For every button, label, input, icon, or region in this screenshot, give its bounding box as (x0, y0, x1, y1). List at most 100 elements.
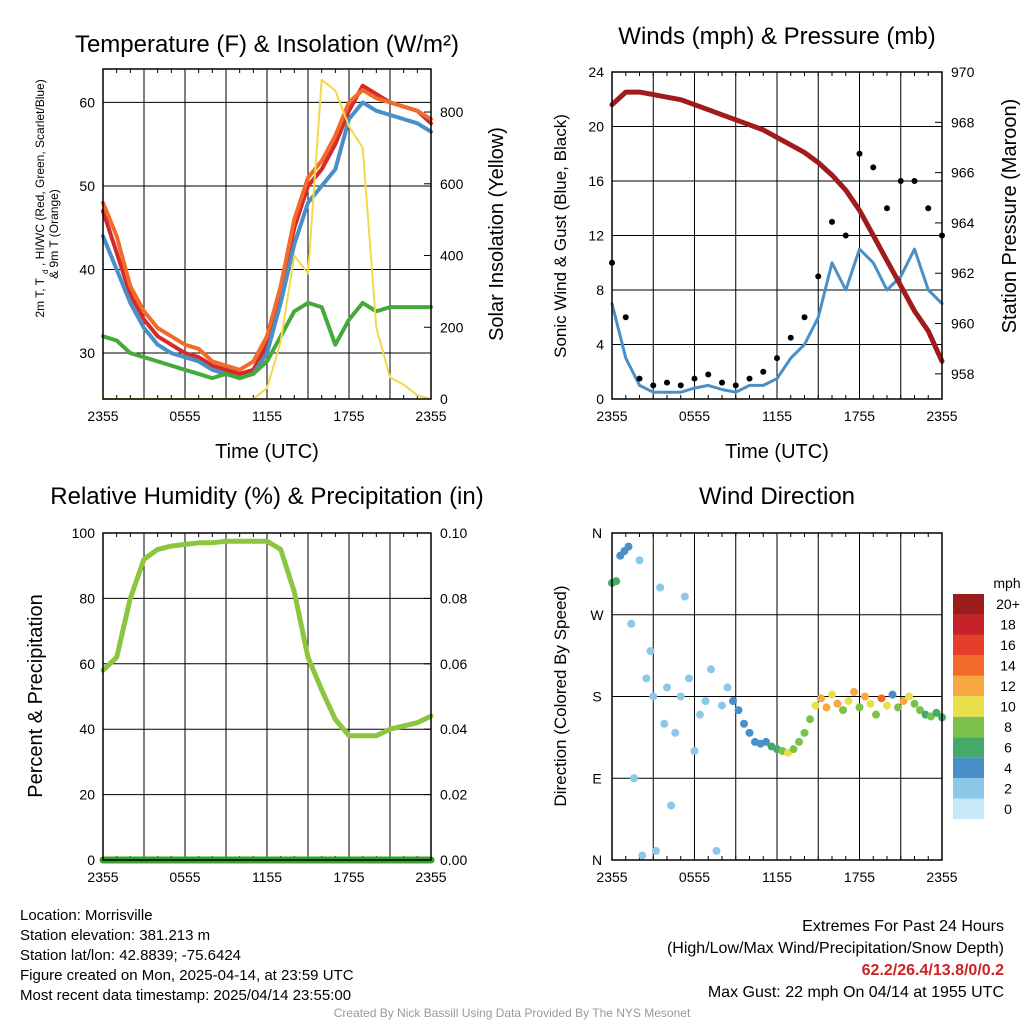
y-tick-label: 20 (79, 787, 95, 803)
direction-point (635, 556, 644, 565)
direction-point (701, 697, 710, 706)
legend-label: 12 (1000, 678, 1016, 694)
direction-point (800, 728, 809, 737)
legend-label: 10 (1000, 699, 1016, 715)
direction-point (866, 699, 875, 708)
legend-label: 4 (1004, 760, 1012, 776)
x-tick-label: 1155 (762, 408, 792, 424)
x-tick-label: 0555 (169, 408, 200, 424)
temperature-panel: Temperature (F) & Insolation (W/m²)2355 0… (33, 31, 508, 463)
plot-border (102, 68, 432, 400)
pressure-line (609, 89, 945, 364)
direction-point (811, 701, 820, 710)
gust-point (856, 150, 863, 157)
direction-point (624, 542, 633, 551)
y-tick-label: 100 (72, 525, 96, 541)
y-tick-label: 8 (596, 282, 604, 298)
y-tick-label: 16 (588, 173, 604, 189)
credit-text: Created By Nick Bassill Using Data Provi… (333, 1006, 691, 1020)
y2-tick-label: 0.06 (440, 656, 467, 672)
direction-point (660, 719, 669, 728)
direction-point (883, 701, 891, 710)
y-axis-label: Percent & Precipitation (25, 594, 47, 797)
temperature-line (101, 83, 433, 376)
direction-point (656, 583, 665, 592)
y2-tick-label: 958 (951, 366, 975, 382)
legend-label: 18 (1000, 617, 1016, 633)
gust-point (870, 164, 877, 171)
direction-point (850, 687, 858, 696)
y-tick-label: 80 (79, 590, 95, 606)
y-tick-label: 12 (588, 228, 604, 244)
gust-point (911, 178, 918, 184)
y-tick-label: 40 (79, 721, 95, 737)
y2-tick-label: 0.02 (440, 787, 467, 803)
winds-panel: Winds (mph) & Pressure (mb) 2355 0555 1155 1… (551, 23, 1021, 463)
extremes-values: 62.2/26.4/13.8/0/0.2 (861, 962, 1004, 979)
y-axis-label: Direction (Colored By Speed) (551, 585, 570, 806)
y-axis-label-sub: d (41, 270, 50, 274)
humidity-panel: Relative Humidity (%) & Precipitation (i… (25, 483, 484, 885)
gust-point (664, 379, 670, 386)
x-tick-label: 1155 (252, 408, 282, 424)
legend-swatch (953, 737, 984, 758)
direction-point (671, 728, 680, 737)
direction-point (663, 683, 671, 692)
direction-point (762, 737, 770, 746)
gust-point (829, 218, 835, 225)
station-info: Location: Morrisville Station elevation:… (20, 906, 354, 1006)
gust-point (650, 382, 657, 389)
direction-point (833, 699, 842, 708)
legend-label: 16 (1000, 637, 1016, 653)
direction-point (789, 745, 798, 754)
y-tick-label: 4 (596, 337, 604, 353)
gust-point (719, 379, 725, 386)
y2-tick-label: 968 (951, 114, 975, 130)
x-axis-label: Time (UTC) (725, 441, 829, 463)
direction-point (627, 619, 636, 628)
direction-point (877, 694, 886, 703)
direction-point (861, 692, 869, 701)
y2-tick-label: 0.00 (440, 852, 467, 868)
direction-point (795, 737, 803, 746)
x-tick-label: 1155 (762, 869, 792, 885)
gust-point (842, 232, 849, 239)
y-tick-label: N (592, 525, 602, 541)
y-tick-label: 60 (79, 94, 95, 110)
direction-point (676, 692, 685, 701)
x-tick-label: 0555 (679, 408, 710, 424)
x-tick-label: 1755 (844, 869, 875, 885)
x-tick-label: 2355 (926, 408, 957, 424)
direction-point (828, 690, 836, 699)
direction-point (822, 703, 831, 712)
x-tick-label: 0555 (679, 869, 710, 885)
gust-point (636, 375, 643, 382)
y-tick-label: W (590, 607, 604, 623)
legend-swatch (953, 655, 984, 676)
extremes-title: Extremes For Past 24 Hours (802, 918, 1004, 935)
y2-tick-label: 400 (440, 248, 464, 264)
direction-point (642, 674, 651, 683)
sonic-wind-line (610, 247, 944, 394)
direction-point (690, 747, 699, 755)
gust-point (774, 355, 780, 362)
gust-point (897, 178, 904, 184)
direction-point (649, 692, 658, 701)
direction-point (905, 692, 913, 701)
max-gust-text: Max Gust: 22 mph On 04/14 at 1955 UTC (707, 984, 1004, 1001)
legend-swatch (953, 634, 984, 656)
gust-point (787, 334, 794, 341)
direction-point (718, 701, 726, 710)
direction-point (855, 703, 864, 712)
y2-tick-label: 800 (440, 104, 464, 120)
direction-point (646, 647, 655, 656)
x-tick-label: 2355 (87, 408, 118, 424)
y-tick-label: 60 (79, 656, 95, 672)
wind-chill-line (101, 100, 433, 381)
legend-swatch (953, 798, 984, 819)
x-tick-label: 1755 (333, 408, 364, 424)
direction-point (916, 706, 924, 715)
y-tick-label: 30 (79, 345, 95, 361)
direction-point (652, 846, 660, 855)
